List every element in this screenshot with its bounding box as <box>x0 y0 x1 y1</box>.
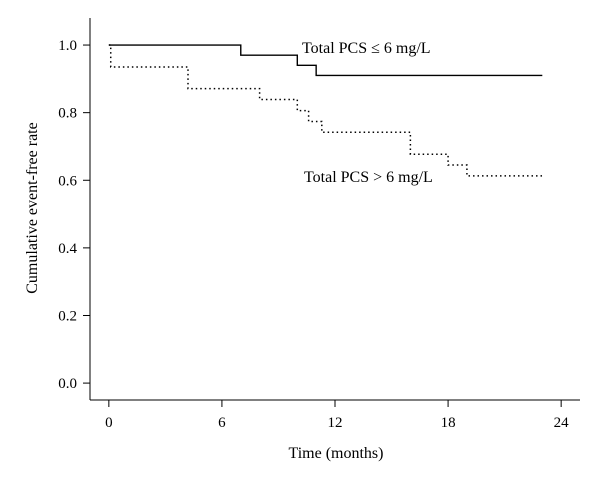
x-tick-label: 18 <box>441 415 456 431</box>
y-ticks: 0.0 0.2 0.4 0.6 0.8 1.0 <box>58 38 90 392</box>
annotation-pcs-low: Total PCS ≤ 6 mg/L <box>302 40 431 57</box>
series-line-pcs-high <box>108 44 543 177</box>
y-axis-label: Cumulative event-free rate <box>24 122 41 293</box>
x-tick-label: 0 <box>105 415 113 431</box>
annotation-pcs-high: Total PCS > 6 mg/L <box>304 169 433 186</box>
y-tick-label: 0.0 <box>58 376 77 392</box>
x-tick-label: 24 <box>554 415 570 431</box>
series-line-pcs-low <box>108 44 543 77</box>
survival-curves <box>108 44 543 177</box>
y-tick-label: 0.4 <box>58 241 77 257</box>
y-tick-label: 0.8 <box>58 106 77 122</box>
y-tick-label: 1.0 <box>58 38 77 54</box>
y-tick-label: 0.6 <box>58 173 77 189</box>
x-tick-label: 6 <box>218 415 226 431</box>
y-tick-label: 0.2 <box>58 308 77 324</box>
x-tick-label: 12 <box>328 415 343 431</box>
x-ticks: 0 6 12 18 24 <box>105 400 569 431</box>
x-axis-label: Time (months) <box>289 445 384 462</box>
